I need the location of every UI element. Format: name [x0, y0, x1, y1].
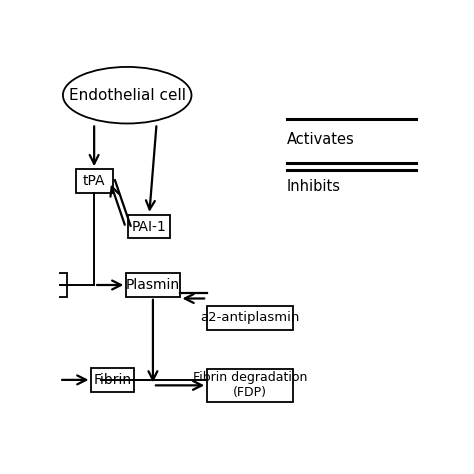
Text: Endothelial cell: Endothelial cell: [69, 88, 186, 103]
FancyBboxPatch shape: [91, 368, 134, 392]
Text: Inhibits: Inhibits: [287, 179, 341, 194]
Text: PAI-1: PAI-1: [132, 219, 167, 234]
FancyBboxPatch shape: [207, 306, 293, 330]
FancyBboxPatch shape: [128, 215, 170, 238]
FancyBboxPatch shape: [126, 273, 180, 297]
FancyBboxPatch shape: [76, 169, 112, 193]
Text: Fibrin degradation
(FDP): Fibrin degradation (FDP): [193, 371, 308, 400]
Text: a2-antiplasmin: a2-antiplasmin: [201, 311, 300, 324]
FancyBboxPatch shape: [37, 273, 66, 297]
Ellipse shape: [63, 67, 191, 124]
Text: Activates: Activates: [287, 132, 355, 146]
FancyBboxPatch shape: [207, 369, 293, 402]
Text: Fibrin: Fibrin: [93, 373, 132, 387]
Text: tPA: tPA: [83, 174, 105, 188]
Text: Plasmin: Plasmin: [126, 278, 180, 292]
